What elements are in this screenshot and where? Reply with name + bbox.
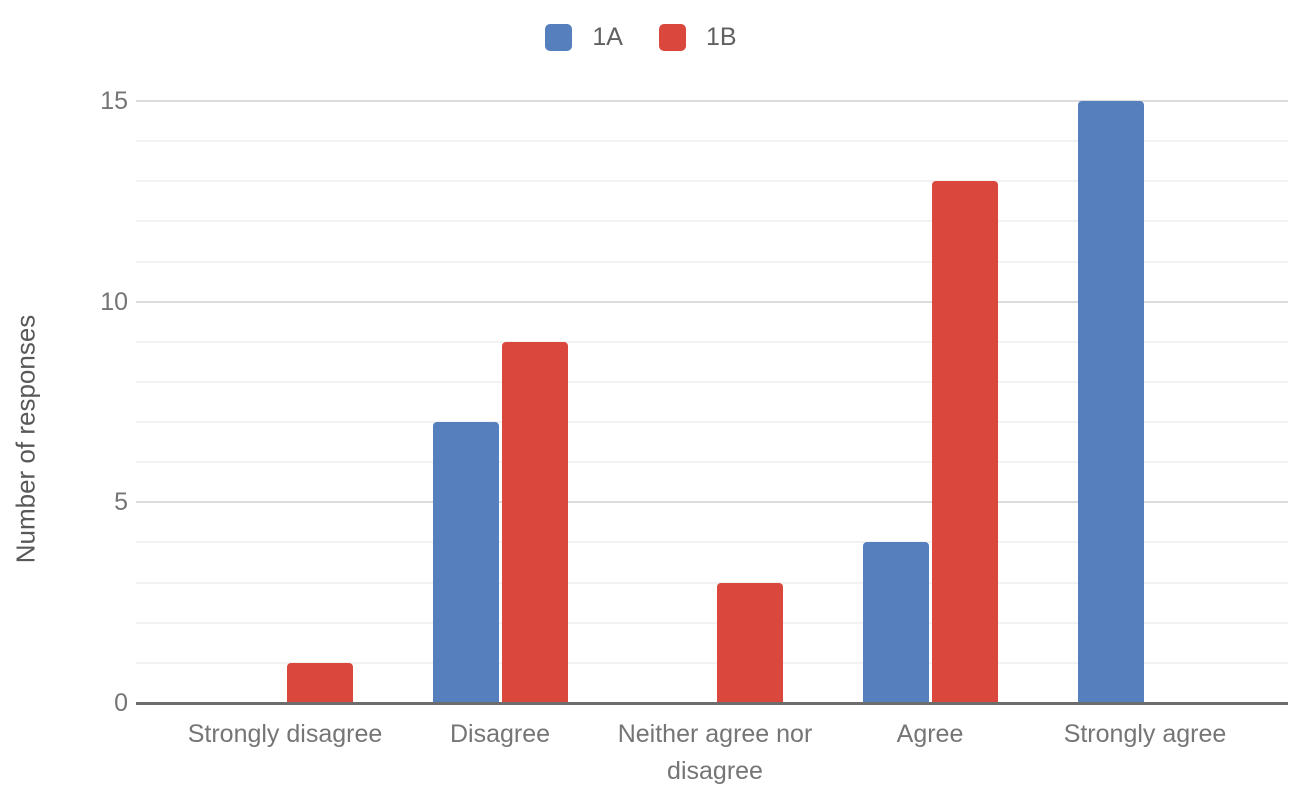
x-axis-category-label-agree: Agree [896, 720, 964, 748]
y-axis-tick-label-0: 0 [114, 689, 128, 717]
x-axis-category-label-strongly-agree: Strongly agree [1063, 720, 1227, 748]
minor-gridline-2 [136, 621, 1288, 624]
minor-gridline-8 [136, 380, 1288, 383]
major-gridline-10 [136, 300, 1288, 303]
y-axis-tick-label-10: 10 [100, 287, 128, 316]
minor-gridline-14 [136, 140, 1288, 143]
minor-gridline-1 [136, 661, 1288, 664]
bar-1A-strongly-agree[interactable] [1077, 101, 1144, 703]
minor-gridline-12 [136, 220, 1288, 223]
minor-gridline-4 [136, 541, 1288, 544]
y-axis-tick-label-5: 5 [114, 488, 128, 517]
legend-swatch-1b [659, 24, 686, 51]
legend-label: 1B [706, 23, 737, 51]
x-axis-category-label-strongly-disagree: Strongly disagree [187, 720, 383, 748]
minor-gridline-13 [136, 180, 1288, 183]
bar-1B-strongly-disagree[interactable] [286, 662, 353, 703]
legend-item-1a: 1A [545, 24, 623, 51]
legend-item-1b: 1B [659, 24, 737, 51]
minor-gridline-7 [136, 421, 1288, 424]
major-gridline-5 [136, 501, 1288, 504]
legend-label: 1A [592, 23, 623, 51]
bar-1B-agree[interactable] [931, 181, 998, 703]
x-axis-category-label-neither-agree-nor-disagree: Neither agree nor disagree [617, 720, 813, 785]
x-axis-category-label-disagree: Disagree [449, 720, 551, 748]
legend-swatch-1a [545, 24, 573, 51]
minor-gridline-9 [136, 340, 1288, 343]
y-axis-title: Number of responses [10, 314, 41, 564]
y-axis-tick-label-15: 15 [100, 87, 128, 116]
x-axis-baseline [136, 702, 1288, 705]
bar-1A-agree[interactable] [862, 542, 929, 703]
minor-gridline-6 [136, 461, 1288, 464]
minor-gridline-11 [136, 260, 1288, 263]
major-gridline-15 [136, 100, 1288, 103]
legend: 1A 1B [0, 24, 1282, 51]
bar-1B-neither-agree-nor-disagree[interactable] [716, 582, 783, 703]
bar-1A-disagree[interactable] [432, 422, 499, 703]
minor-gridline-3 [136, 581, 1288, 584]
bar-1B-disagree[interactable] [501, 341, 568, 703]
